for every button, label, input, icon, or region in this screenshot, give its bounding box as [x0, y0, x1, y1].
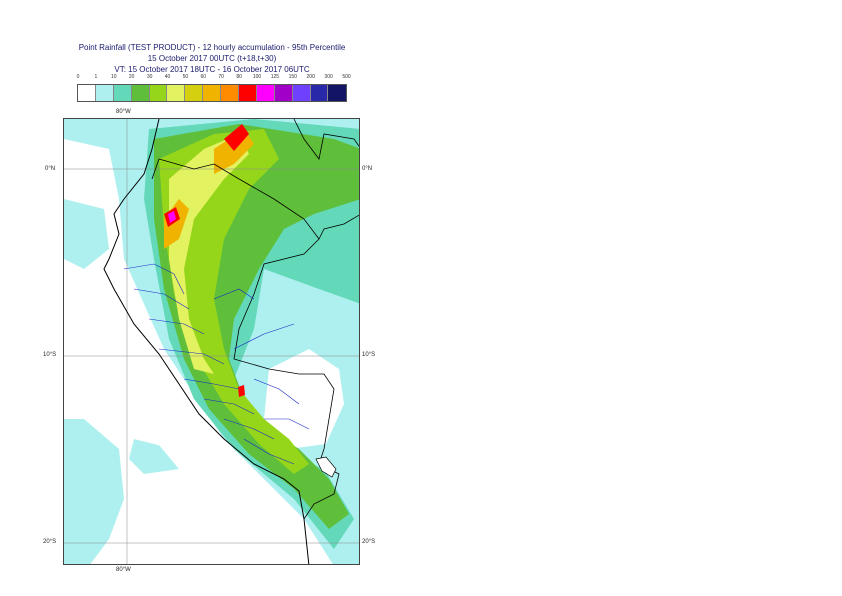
legend-tick-label: 100 — [252, 74, 262, 80]
title-line-2: 15 October 2017 00UTC (t+18,t+30) — [147, 54, 277, 63]
land-rain-yellow — [169, 134, 249, 374]
rain-max-red-south — [238, 385, 245, 397]
legend-tick-label: 200 — [306, 74, 315, 80]
lat-label-right-20: 20°S — [362, 539, 376, 545]
legend-swatch-12 — [292, 85, 311, 101]
legend-swatch-8 — [221, 85, 240, 101]
legend-swatch-2 — [113, 85, 132, 101]
legend-swatch-10 — [256, 85, 275, 101]
legend-swatch-13 — [310, 85, 329, 101]
lat-label-right-0: 0°N — [362, 166, 373, 172]
legend-tick-label: 20 — [128, 74, 135, 80]
lat-label-left-20: 20°S — [43, 539, 57, 545]
legend-color-bar — [77, 84, 348, 102]
legend-tick-label: 150 — [288, 74, 297, 80]
lon-label-bottom: 80°W — [116, 567, 131, 573]
legend-tick-label: 300 — [324, 74, 333, 80]
title-line-1: Point Rainfall (TEST PRODUCT) - 12 hourl… — [78, 43, 346, 52]
land-rain-orange — [164, 129, 254, 249]
ocean-rain-patch-west — [64, 199, 109, 269]
legend-tick-label: 125 — [270, 74, 280, 80]
lon-label-top: 80°W — [116, 109, 131, 115]
ocean-rain-patch-south — [64, 419, 124, 564]
map-svg — [64, 119, 359, 564]
lat-label-right-10: 10°S — [362, 352, 376, 358]
dry-area-coast — [99, 259, 314, 564]
legend-swatch-7 — [203, 85, 222, 101]
legend-tick-label: 1 — [94, 74, 98, 80]
legend-swatch-4 — [149, 85, 168, 101]
legend-tick-label: 500 — [342, 74, 351, 80]
legend-swatch-5 — [167, 85, 186, 101]
legend-tick-label: 80 — [236, 74, 242, 80]
rain-max-magenta — [168, 211, 176, 223]
lat-label-left-10: 10°S — [43, 352, 57, 358]
color-legend: 0 1 10 20 30 40 50 60 70 80 100 125 150 200 300 500 — [76, 74, 351, 102]
legend-tick-label: 60 — [200, 74, 207, 80]
legend-swatch-0 — [78, 85, 96, 101]
title-line-3: VT: 15 October 2017 18UTC - 16 October 2… — [114, 65, 310, 74]
legend-tick-label: 70 — [218, 74, 224, 80]
rainfall-map — [63, 118, 360, 565]
legend-swatch-14 — [328, 85, 347, 101]
legend-tick-label: 30 — [146, 74, 153, 80]
legend-tick-label: 0 — [76, 74, 80, 80]
lake-titicaca — [315, 456, 337, 478]
lat-label-left-0: 0°N — [45, 166, 56, 172]
legend-tick-label: 10 — [111, 74, 117, 80]
legend-swatch-3 — [131, 85, 150, 101]
legend-swatch-9 — [239, 85, 257, 101]
legend-swatch-1 — [95, 85, 114, 101]
legend-swatch-11 — [274, 85, 293, 101]
admin-boundaries — [123, 263, 310, 465]
legend-tick-label: 50 — [182, 74, 189, 80]
legend-tick-label: 40 — [164, 74, 171, 80]
national-borders — [151, 119, 359, 520]
coastline — [103, 119, 310, 564]
legend-swatch-6 — [185, 85, 204, 101]
legend-tick-labels: 0 1 10 20 30 40 50 60 70 80 100 125 150 200 300 500 — [76, 74, 351, 84]
rain-max-red-north — [224, 124, 249, 151]
